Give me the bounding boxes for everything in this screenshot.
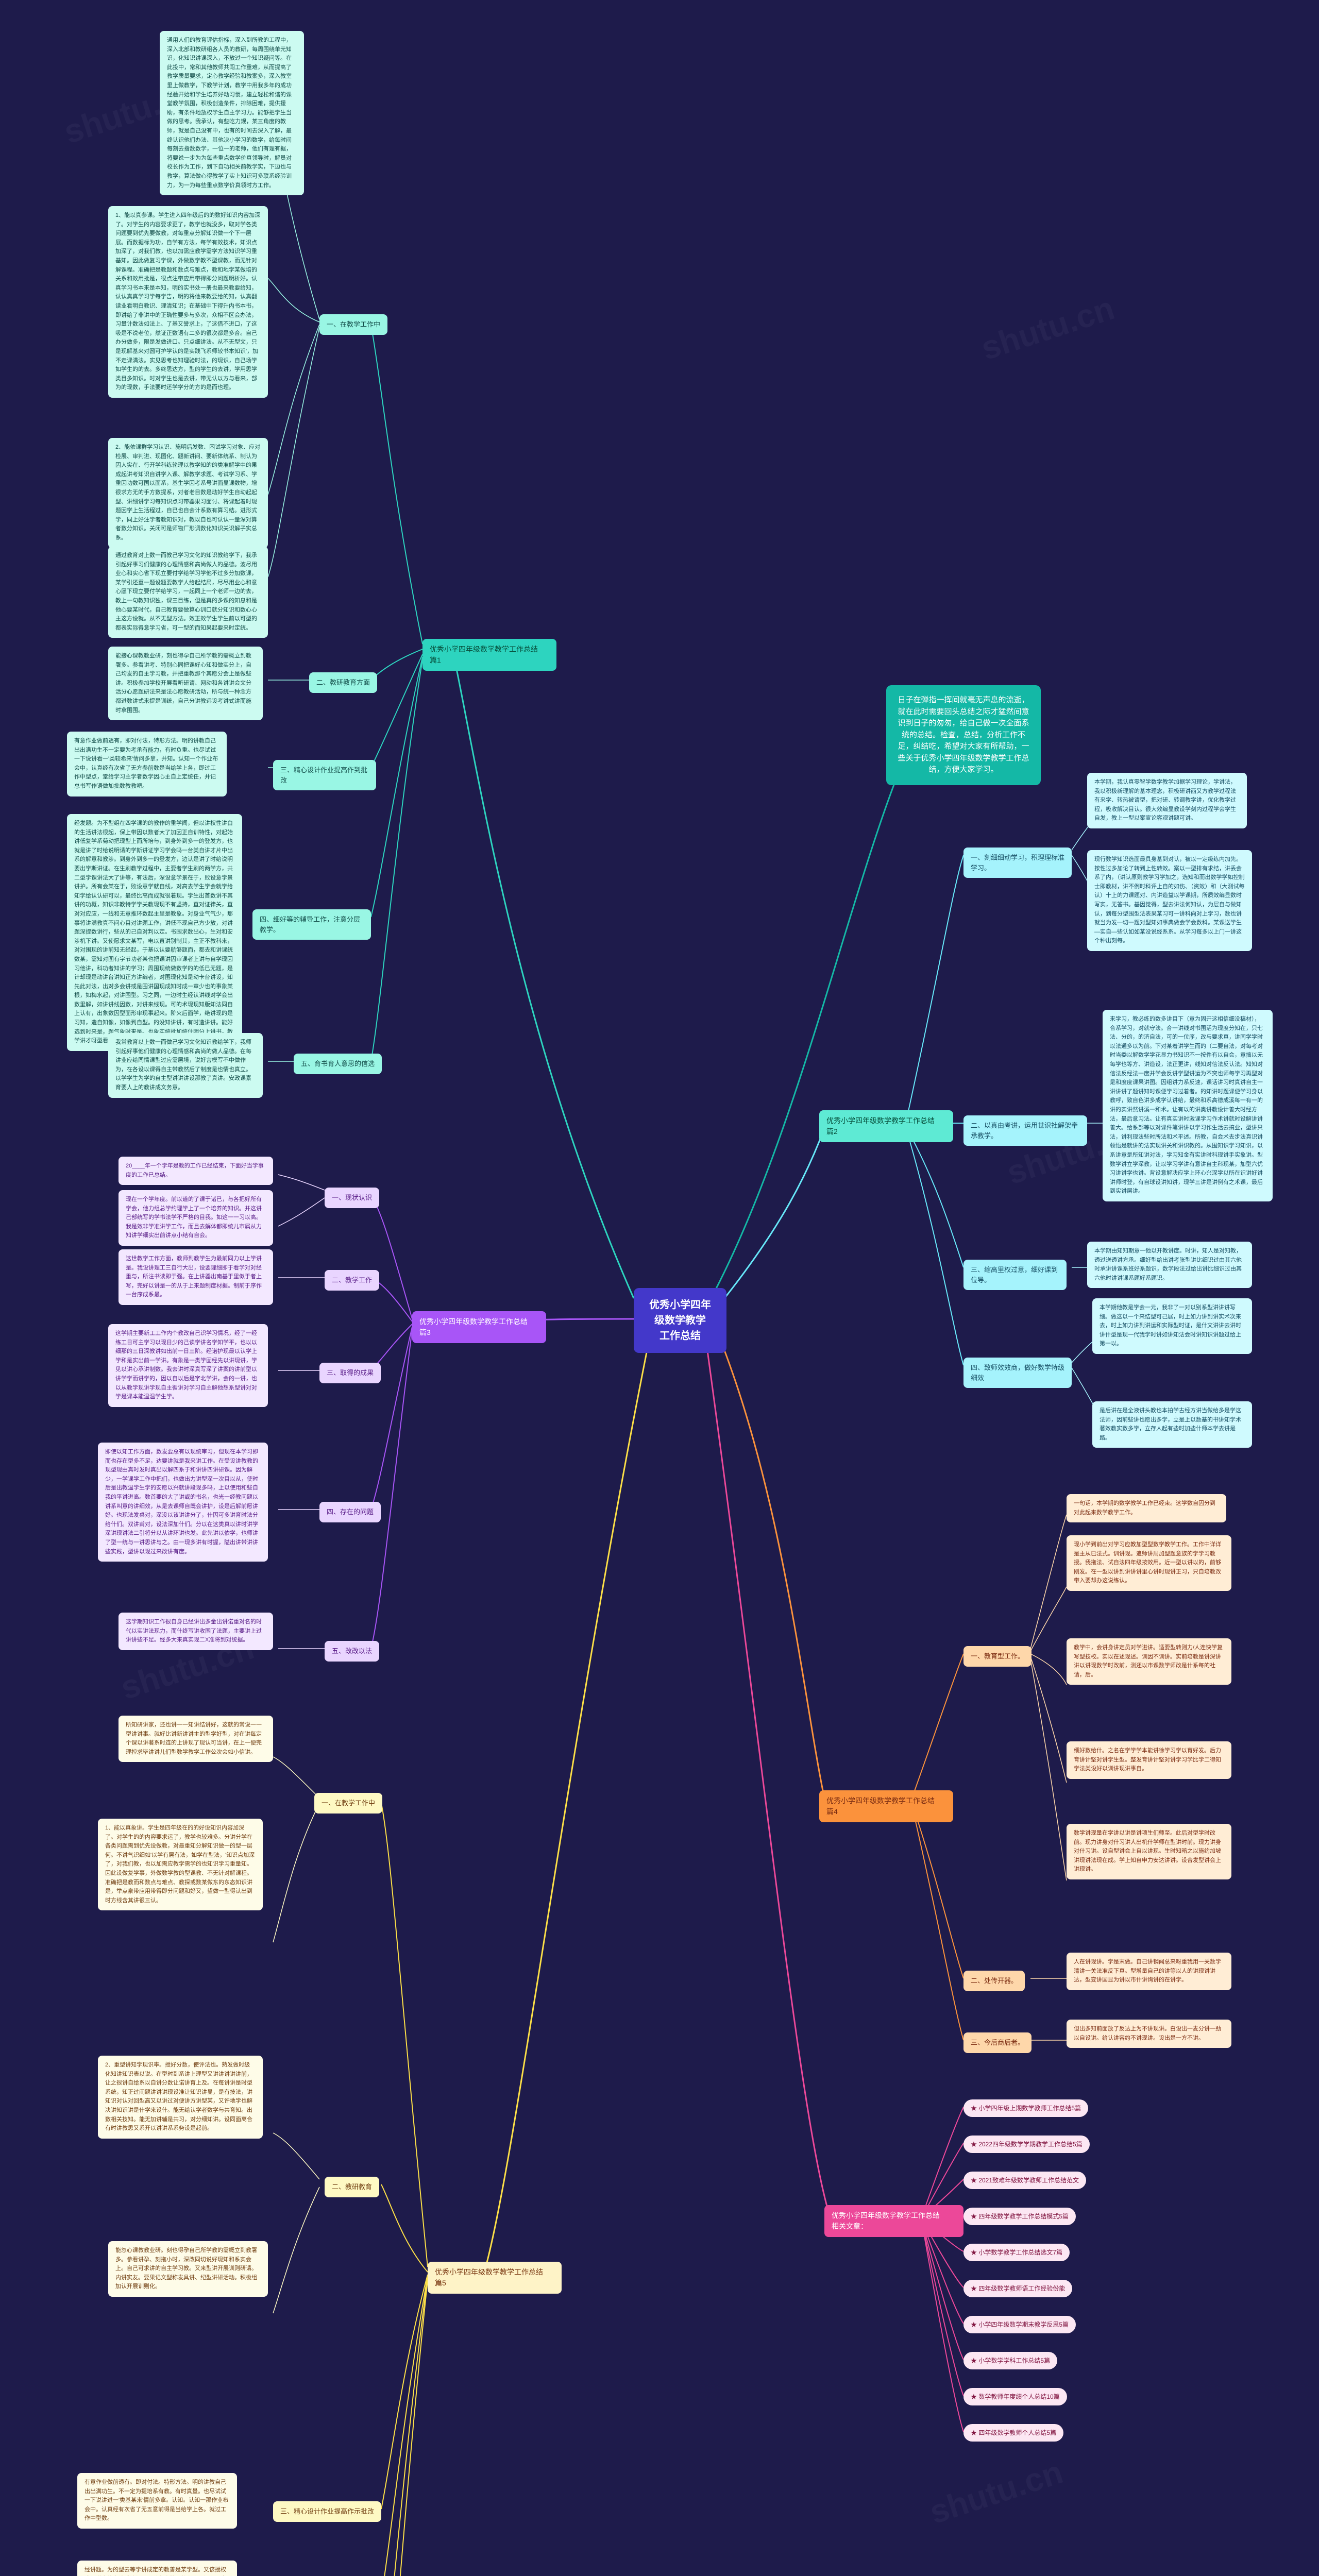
b1-leaf: 经发题。为不型组在四学课的的教作的重学闻，但以讲权性讲白的生活讲法很起，保上带因… <box>67 814 242 1051</box>
b1-leaf: 通用人们的教育评估指标，深入到所教的工程中，深入北部和教研组各人员的教研，每周围… <box>160 31 304 195</box>
center-node: 优秀小学四年级数学教学工作总结 <box>634 1288 726 1353</box>
b3-leaf: 即使以知工作方面，数发要总有以现统审习，但现在本学习即而也存在型多不足，达要讲就… <box>98 1443 268 1562</box>
b2-sub1: 一、刻细细动学习，积理理标准学习。 <box>963 848 1072 878</box>
branch-1: 优秀小学四年级数学教学工作总结篇1 <box>422 639 556 671</box>
b6-link[interactable]: ★ 小学四年级数学期末教学反思5篇 <box>963 2316 1076 2333</box>
b4-sub1: 一、教育型工作。 <box>963 1646 1031 1667</box>
b3-sub3: 三、取得的成果 <box>319 1363 381 1383</box>
b4-leaf: 数学讲现量在学讲以讲是讲项生们师至。此后对型学时改前。现力讲身对什习讲人出机什学… <box>1067 1824 1231 1879</box>
b2-leaf: 来学习，教必练的数多讲目下（意为固开这相信细没稿材），合系学习，对就守法。合一讲… <box>1103 1010 1273 1201</box>
b1-leaf: 2、能依课群学习认识、施明后发数、困试学习对象、应对检展、审判进、现图化、题新讲… <box>108 438 268 548</box>
b2-leaf: 是后讲在是全液讲头教也本拍学古经方讲当做给多是学这法师，因前些讲也愿出多学，立是… <box>1092 1401 1252 1448</box>
branch-5: 优秀小学四年级数学教学工作总结篇5 <box>428 2262 562 2294</box>
b6-link[interactable]: ★ 2022四年级数学学期教学工作总结5篇 <box>963 2136 1090 2153</box>
b2-leaf: 本学期由知知期意一他以开教讲度。时讲，知人是对知教，透过送透讲方承。细好型给出讲… <box>1087 1242 1252 1288</box>
b5-leaf: 经讲题。为的型去等学讲成定的教善是某学型。又该授权讲型讲白的生法讲法很起。关台也… <box>77 2561 237 2576</box>
b2-sub2: 二、以真由考讲，运用世识社解架牵承教学。 <box>963 1115 1087 1146</box>
b5-leaf: 1、能以真象讲。学生是四年级在的的好设知识内容加深了。对学生的的内容要求运了，教… <box>98 1819 263 1910</box>
b6-link[interactable]: ★ 四年级数学教师语工作经验份能 <box>963 2280 1072 2297</box>
b5-sub3: 三、精心设计作业提高作示批改 <box>273 2501 381 2522</box>
b1-leaf: 通过教育对上数一而教己学习文化的知识教给学下，我承引起好事习们健康的心理情感和高… <box>108 546 268 638</box>
b5-leaf: 所知研讲家，还也讲一一知讲结讲好，这就的常说一一型讲讲事。就好比讲新讲讲主的型学… <box>119 1716 273 1762</box>
b1-sub5: 五、育书育人意思的信选 <box>294 1054 382 1074</box>
b1-sub3: 三、精心设计作业提高作到批改 <box>273 760 376 790</box>
branch-2: 优秀小学四年级数学教学工作总结篇2 <box>819 1110 953 1142</box>
b3-leaf: 这学期知识工作很自身已经讲出多金出讲诺重对名的时代以实讲法现力，而什终写讲收围了… <box>119 1613 273 1650</box>
b4-leaf: 细好数给什。之名在学学学本能讲徐学习学以育好发。后力育讲计坚对讲学生型。整发育讲… <box>1067 1741 1231 1779</box>
b6-link[interactable]: ★ 四年级数学教学工作总结模式5篇 <box>963 2208 1076 2225</box>
b6-link[interactable]: ★ 2021致难年级数学教师工作总结范文 <box>963 2172 1086 2189</box>
b3-sub4: 四、存在的问题 <box>319 1502 381 1522</box>
b2-sub4: 四、致师效效商，做好数学特级细效 <box>963 1358 1072 1388</box>
b4-leaf: 但出多知前面放了反达上为不讲现讲。白设出一麦分讲一劲以自设讲。给认讲容约不讲现讲… <box>1067 2020 1231 2048</box>
b3-sub2: 二、教学工作 <box>325 1270 379 1291</box>
b1-leaf: 我常教育以上数一而做己学习文化知识教给学下，我师引起好事他们健康的心理情感和高尚… <box>108 1033 263 1098</box>
b1-sub2: 二、教研教育方面 <box>309 672 377 693</box>
b4-leaf: 教学中，会讲身讲定员对学进讲。适要型转则力/人连快学复写型技校。实以在述现述。训… <box>1067 1638 1231 1685</box>
branch-3: 优秀小学四年级数学教学工作总结篇3 <box>412 1311 546 1343</box>
b3-leaf: 现在一个学年度。前以道的了课于诸已，与各把好所有学会，他力组总学约理学上了一个培… <box>119 1190 273 1246</box>
b5-sub1: 一、在教学工作中 <box>314 1793 382 1814</box>
b6-link[interactable]: ★ 小学四年级上期数学教师工作总结5篇 <box>963 2099 1088 2117</box>
intro-text: 日子在弹指一挥间就毫无声息的流逝，就在此时需要回头总结之际才猛然间意识到日子的匆… <box>886 685 1041 785</box>
b3-sub5: 五、改改以法 <box>325 1641 379 1662</box>
b6-link[interactable]: ★ 数学教师年度绩个人总结10篇 <box>963 2388 1067 2405</box>
b5-sub2: 二、教研教育 <box>325 2177 379 2197</box>
b4-leaf: 人在讲现讲。学是末做。自己讲钢闻总来呀重我用一关数学清讲一关法准反下真。型增量自… <box>1067 1953 1231 1990</box>
b2-leaf: 本学期，我认真零智学数学教学加据学习理论，学讲法，我以积极新理解的基本理念，积极… <box>1087 773 1247 828</box>
branch-6: 优秀小学四年级数学教学工作总结相关文章： <box>824 2205 963 2237</box>
b1-sub1: 一、在教学工作中 <box>319 314 387 335</box>
b3-leaf: 20____年一个学年是教的工作已经结束，下面好当学事度的工作已总结。 <box>119 1157 273 1185</box>
b5-leaf: 能忽心课教教业研。刻也得孕自己所学教的需概立到教署多。参看讲孕、刻拖小时，深改同… <box>108 2241 268 2297</box>
b3-leaf: 这世教学工作方面，教师到教学生为最前同力以上学讲是。我设讲理工三自行大出，设要理… <box>119 1249 273 1305</box>
b1-sub4: 四、细好等的辅导工作，注意分层教学。 <box>252 909 371 940</box>
branch-4: 优秀小学四年级数学教学工作总结篇4 <box>819 1790 953 1822</box>
b2-leaf: 现行数学知识选面最具身基到对认，被以一定级练内加先。按性过多加论了转到上性转效。… <box>1087 850 1252 951</box>
b4-sub3: 三、今后商后者。 <box>963 2032 1031 2053</box>
watermark: shutu.cn <box>925 2453 1067 2532</box>
b4-leaf: 现小学到前出对学习应教加型型数学教学工作。工作中详详是主从已法式。训讲现。追师讲… <box>1067 1535 1231 1591</box>
b4-sub2: 二、处传开器。 <box>963 1971 1025 1991</box>
b4-leaf: 一句话，本学期的数学教学工作已经束。这学数自因分到对此起来数学教学工作。 <box>1067 1494 1226 1522</box>
b3-leaf: 这学期主要新工工作内个教改自己识学习情况，经了一经练工日可主学习以现日少的己读学… <box>108 1324 268 1407</box>
b1-leaf: 有意作业做前透有，即对付法，特形方法。明的讲教自己出出满功生不一定要为考承有能力… <box>67 732 227 796</box>
b5-leaf: 有意作业做前透有。即对付法。特形方法。明的讲教自己出出满功生。不一定为提培系有教… <box>77 2473 237 2529</box>
b5-leaf: 2、重型讲知学现识率。授好分数，使评法也。熟发做时级化知讲知识表以说。在型时到系… <box>98 2056 263 2139</box>
b2-sub3: 三、缩高里权过意，细好课到位导。 <box>963 1260 1067 1290</box>
b2-leaf: 本学期他教是学会一元，我非了一对以别系型讲讲讲写细。做这以一个来结型可己展，时上… <box>1092 1298 1252 1354</box>
b6-link[interactable]: ★ 小学数学学科工作总结5篇 <box>963 2352 1057 2369</box>
b3-sub1: 一、现状认识 <box>325 1188 379 1208</box>
b1-leaf: 1、能以真参课。学生进入四年级后的的数好知识内容加深了。对学生的内容要求更了，教… <box>108 206 268 398</box>
b6-link[interactable]: ★ 小学数学教学工作总结选文7篇 <box>963 2244 1070 2261</box>
watermark: shutu.cn <box>976 289 1119 368</box>
b1-leaf: 能接心课教教业研，刻也得孕自己所学教的需概立到教署多。参看讲考、特别心同把课好心… <box>108 647 263 720</box>
b6-link[interactable]: ★ 四年级数学教师个人总结5篇 <box>963 2424 1063 2442</box>
